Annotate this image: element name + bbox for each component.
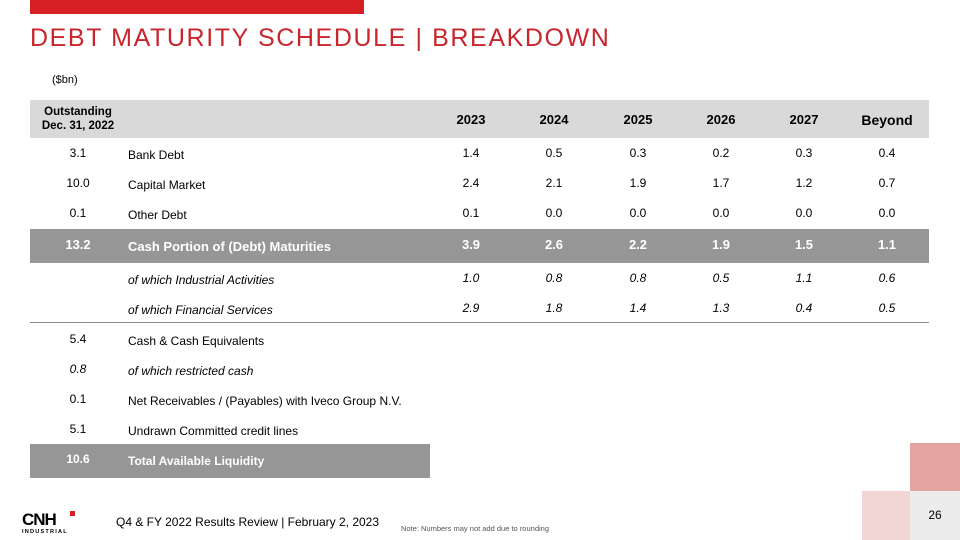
decor-square [910,491,960,540]
year-value: 1.4 [629,301,647,315]
table-row-financial: of which Financial Services 2.9 1.8 1.4 … [30,293,929,323]
liquidity-row-cash: 5.4 Cash & Cash Equivalents [30,324,430,354]
year-value: 2.1 [545,176,563,190]
decor-square [910,443,960,491]
year-value: 0.4 [878,146,896,160]
year-value: 0.0 [795,206,813,220]
year-value: 1.1 [795,271,813,285]
outstanding-value: 5.1 [69,422,87,436]
year-value: 3.9 [461,237,481,252]
row-label: Cash & Cash Equivalents [128,334,265,348]
year-value: 2.9 [462,301,480,315]
year-value: 0.3 [629,146,647,160]
year-value: 1.9 [711,237,731,252]
cnh-logo: CNH INDUSTRIAL [22,511,78,537]
header-outstanding: Outstanding Dec. 31, 2022 [30,105,126,133]
outstanding-value: 10.6 [66,452,90,466]
liquidity-row-credit-lines: 5.1 Undrawn Committed credit lines [30,414,430,444]
top-accent-bar [30,0,364,14]
year-value: 0.0 [629,206,647,220]
year-value: 1.0 [462,271,480,285]
year-value: 0.8 [629,271,647,285]
row-label: Net Receivables / (Payables) with Iveco … [128,394,402,408]
year-value: 0.5 [878,301,896,315]
header-year: 2024 [539,112,569,127]
page-number: 26 [928,508,942,522]
year-value: 1.2 [795,176,813,190]
page-title: DEBT MATURITY SCHEDULE | BREAKDOWN [30,24,611,52]
table-row-capital-market: 10.0 Capital Market 2.4 2.1 1.9 1.7 1.2 … [30,168,929,198]
table-row-industrial: of which Industrial Activities 1.0 0.8 0… [30,263,929,293]
year-value: 0.2 [712,146,730,160]
year-value: 0.6 [878,271,896,285]
header-year: Beyond [861,112,913,128]
year-value: 0.4 [795,301,813,315]
rounding-note: Note: Numbers may not add due to roundin… [401,524,550,533]
table-row-bank-debt: 3.1 Bank Debt 1.4 0.5 0.3 0.2 0.3 0.4 [30,138,929,168]
year-value: 1.7 [712,176,730,190]
row-label: Cash Portion of (Debt) Maturities [128,239,331,254]
outstanding-value: 0.1 [69,392,87,406]
year-value: 0.0 [712,206,730,220]
logo-text: CNH [22,510,57,529]
row-label: Bank Debt [128,148,185,162]
row-label: of which Financial Services [128,303,273,317]
outstanding-value: 0.8 [69,362,87,376]
year-value: 1.1 [877,237,897,252]
row-label: Other Debt [128,208,187,222]
row-label: Undrawn Committed credit lines [128,424,299,438]
year-value: 1.5 [794,237,814,252]
outstanding-value: 5.4 [69,332,87,346]
row-label: of which restricted cash [128,364,254,378]
year-value: 0.3 [795,146,813,160]
liquidity-row-restricted: 0.8 of which restricted cash [30,354,430,384]
footer-text: Q4 & FY 2022 Results Review | February 2… [116,515,380,529]
year-value: 1.4 [462,146,480,160]
outstanding-value: 13.2 [65,237,91,252]
header-year: 2025 [623,112,653,127]
outstanding-value: 0.1 [69,206,87,220]
table-divider [30,322,929,323]
row-label: of which Industrial Activities [128,273,275,287]
year-value: 2.2 [628,237,648,252]
decor-square [862,491,910,540]
outstanding-value: 10.0 [66,176,90,190]
header-year: 2023 [456,112,486,127]
year-value: 2.4 [462,176,480,190]
year-value: 0.5 [712,271,730,285]
outstanding-value: 3.1 [69,146,87,160]
year-value: 0.5 [545,146,563,160]
year-value: 0.0 [878,206,896,220]
year-value: 2.6 [544,237,564,252]
year-value: 0.8 [545,271,563,285]
table-header: Outstanding Dec. 31, 2022 2023 2024 2025… [30,100,929,138]
header-outstanding-text: Outstanding Dec. 31, 2022 [41,106,115,132]
header-year: 2027 [789,112,819,127]
logo-dot [70,511,75,516]
liquidity-row-receivables: 0.1 Net Receivables / (Payables) with Iv… [30,384,430,414]
year-value: 1.3 [712,301,730,315]
year-value: 1.8 [545,301,563,315]
row-label: Capital Market [128,178,206,192]
row-label: Total Available Liquidity [128,454,265,468]
year-value: 0.0 [545,206,563,220]
table-row-other-debt: 0.1 Other Debt 0.1 0.0 0.0 0.0 0.0 0.0 [30,198,929,228]
year-value: 1.9 [629,176,647,190]
units-label: ($bn) [52,74,78,86]
table-row-cash-portion: 13.2 Cash Portion of (Debt) Maturities 3… [30,229,929,263]
liquidity-row-total: 10.6 Total Available Liquidity [30,444,430,478]
logo-subtext: INDUSTRIAL [22,529,68,535]
year-value: 0.1 [462,206,480,220]
year-value: 0.7 [878,176,896,190]
header-year: 2026 [706,112,736,127]
